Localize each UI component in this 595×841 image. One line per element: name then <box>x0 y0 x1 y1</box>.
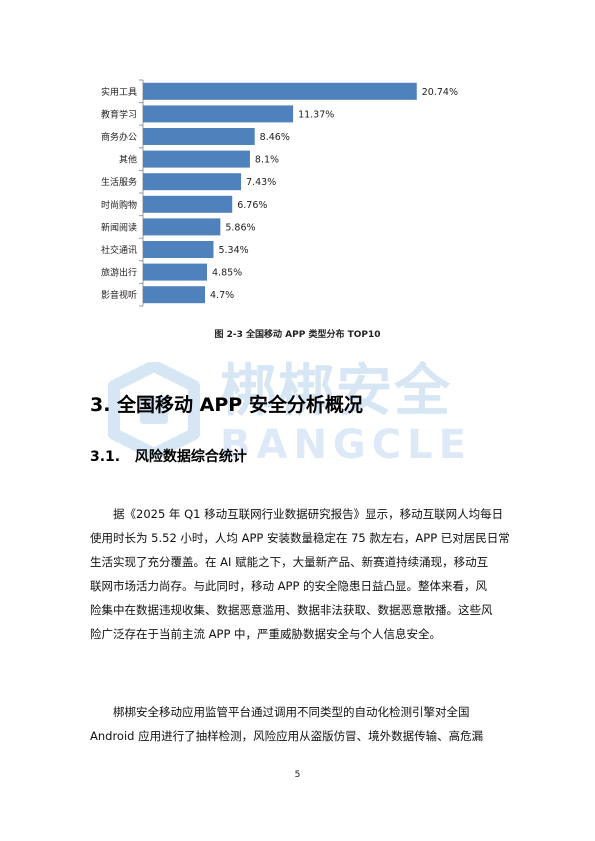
data-label: 20.74% <box>422 87 458 98</box>
category-label: 其他 <box>119 154 137 166</box>
bar <box>143 263 208 281</box>
watermark-text-en: BANGCLE <box>220 422 472 468</box>
data-label: 4.85% <box>212 268 242 279</box>
data-label: 11.37% <box>298 109 334 120</box>
data-label: 5.86% <box>225 222 255 233</box>
bar <box>143 218 221 236</box>
bangcle-logo-icon <box>108 362 200 458</box>
paragraph-line: 联网市场活力尚存。与此同时，移动 APP 的安全隐患日益凸显。整体来看，风 <box>90 579 488 593</box>
watermark: 梆梆安全 BANGCLE <box>108 358 498 468</box>
bar <box>143 286 206 304</box>
category-label: 影音视听 <box>101 289 137 301</box>
bar <box>143 105 294 123</box>
paragraph-line: 使用时长为 5.52 小时，人均 APP 安装数量稳定在 75 款左右，APP … <box>90 531 510 545</box>
bar <box>143 241 214 258</box>
subsection-heading: 3.1. 风险数据综合统计 <box>90 446 247 466</box>
paragraph-line: 梆梆安全移动应用监管平台通过调用不同类型的自动化检测引擎对全国 <box>113 705 470 719</box>
category-label: 时尚购物 <box>101 199 137 211</box>
category-label: 旅游出行 <box>101 267 137 279</box>
subsection-title: 风险数据综合统计 <box>134 449 247 465</box>
paragraph-2: 梆梆安全移动应用监管平台通过调用不同类型的自动化检测引擎对全国 Android … <box>90 700 506 748</box>
watermark-text-cn: 梆梆安全 <box>220 359 452 424</box>
data-label: 5.34% <box>218 245 248 256</box>
bar <box>143 82 417 100</box>
paragraph-line: 险广泛存在于当前主流 APP 中，严重威胁数据安全与个人信息安全。 <box>90 627 442 641</box>
paragraph-1: 据《2025 年 Q1 移动互联网行业数据研究报告》显示，移动互联网人均每日 使… <box>90 502 510 646</box>
category-label: 生活服务 <box>101 176 137 188</box>
page-number: 5 <box>294 770 301 780</box>
category-label: 社交通讯 <box>101 244 137 256</box>
figure-caption: 图 2-3 全国移动 APP 类型分布 TOP10 <box>214 330 381 340</box>
category-label: 实用工具 <box>101 86 137 98</box>
data-label: 7.43% <box>246 177 276 188</box>
category-label: 教育学习 <box>101 108 137 120</box>
app-type-bar-chart: 实用工具 20.74% 教育学习 11.37% 商务办公 8.46% 其他 8.1% 生活服务 7… <box>101 79 458 307</box>
category-label: 新闻阅读 <box>101 221 137 233</box>
bar <box>143 128 255 145</box>
paragraph-line: 据《2025 年 Q1 移动互联网行业数据研究报告》显示，移动互联网人均每日 <box>113 507 504 521</box>
paragraph-line: 生活实现了充分覆盖。在 AI 赋能之下，大量新产品、新赛道持续涌现，移动互 <box>90 555 489 569</box>
paragraph-line: Android 应用进行了抽样检测，风险应用从盗版仿冒、境外数据传输、高危漏 <box>90 729 484 743</box>
data-label: 4.7% <box>210 290 234 301</box>
section-heading: 3. 全国移动 APP 安全分析概况 <box>90 394 363 416</box>
bar <box>143 173 242 191</box>
bar <box>143 150 250 168</box>
data-label: 8.46% <box>260 132 290 143</box>
subsection-number: 3.1. <box>90 449 121 465</box>
category-label: 商务办公 <box>101 131 137 143</box>
bar <box>143 195 233 213</box>
paragraph-line: 险集中在数据违规收集、数据恶意滥用、数据非法获取、数据恶意散播。这些风 <box>90 603 493 617</box>
data-label: 6.76% <box>237 200 267 211</box>
data-label: 8.1% <box>255 155 279 166</box>
